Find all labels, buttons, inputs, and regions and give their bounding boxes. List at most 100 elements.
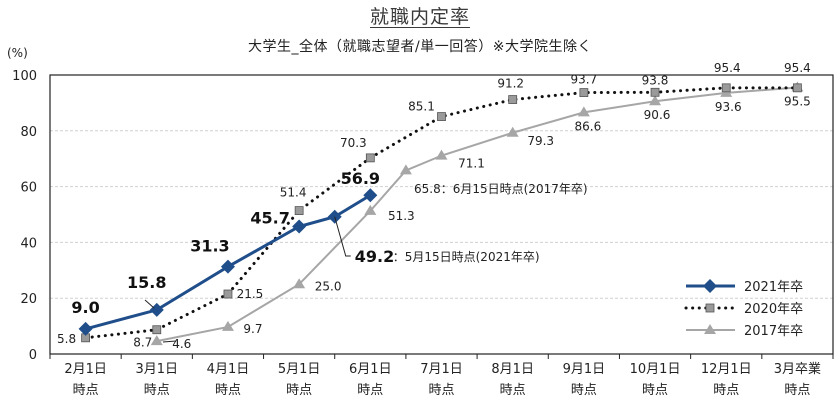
x-tick-label: 時点 [286, 383, 312, 398]
legend-item-s2017: 2017年卒 [686, 324, 803, 339]
data-label: 95.4 [714, 61, 741, 75]
chart-title: 就職内定率 [0, 2, 840, 29]
y-tick-label: 80 [20, 125, 37, 140]
leader-line [162, 340, 177, 343]
x-tick-label: 6月1日 [349, 362, 392, 377]
triangle-marker [577, 106, 590, 117]
x-tick-label: 時点 [500, 383, 526, 398]
x-tick-label: 時点 [428, 383, 454, 398]
x-tick-label: 4月1日 [207, 362, 250, 377]
square-marker [437, 112, 446, 121]
x-tick-label: 10月1日 [630, 362, 681, 377]
series-lines [78, 81, 804, 346]
annotations: 49.2：5月15日時点(2021年卒) 65.8：6月15日時点(2017年卒) [144, 182, 588, 343]
x-tick-label: 7月1日 [420, 362, 463, 377]
x-tick-label: 時点 [571, 383, 597, 398]
square-marker [223, 289, 233, 299]
x-tick-label: 3月卒業 [774, 361, 821, 377]
x-tick-label: 時点 [73, 383, 99, 398]
data-label: 95.4 [784, 61, 811, 75]
legend-label: 2020年卒 [744, 302, 803, 317]
data-label: 93.8 [642, 73, 669, 87]
data-label: 31.3 [190, 237, 229, 256]
x-tick-label: 3月1日 [135, 362, 178, 377]
x-tick-label: 時点 [215, 383, 241, 398]
triangle-marker [399, 164, 412, 175]
square-marker [152, 325, 162, 335]
legend-label: 2021年卒 [744, 280, 803, 295]
data-label: 8.7 [133, 336, 152, 350]
legend-label: 2017年卒 [744, 324, 803, 339]
data-label: 9.7 [243, 322, 262, 336]
data-label: 56.9 [341, 169, 380, 188]
diamond-marker [703, 279, 717, 293]
triangle-marker [293, 278, 306, 289]
square-marker [579, 88, 589, 97]
data-label: 79.3 [527, 134, 554, 148]
x-tick-label: 時点 [713, 383, 739, 398]
data-label: 9.0 [71, 298, 99, 317]
y-tick-label: 0 [29, 348, 37, 363]
series-line [85, 193, 372, 331]
data-label: 91.2 [497, 77, 524, 91]
triangle-marker [364, 204, 377, 215]
triangle-marker [221, 320, 234, 331]
data-label: 25.0 [315, 279, 342, 293]
series-line [84, 86, 799, 340]
x-tick-label: 5月1日 [278, 362, 321, 377]
square-marker [793, 83, 802, 93]
diamond-marker [292, 219, 307, 234]
square-marker [650, 87, 660, 97]
chart-subtitle: 大学生_全体（就職志望者/単一回答）※大学院生除く [248, 39, 592, 55]
triangle-marker [435, 149, 448, 160]
x-tick-label: 時点 [784, 383, 810, 398]
triangle-marker [649, 95, 662, 106]
callout-line [334, 216, 351, 257]
triangle-marker [150, 335, 163, 346]
triangle-marker [704, 324, 716, 334]
x-tick-label: 時点 [642, 383, 668, 398]
x-tick-label: 12月1日 [701, 362, 752, 377]
square-marker [721, 83, 731, 93]
data-label: 71.1 [458, 157, 485, 171]
x-tick-label: 2月1日 [64, 362, 107, 377]
x-tick-label: 時点 [144, 383, 170, 398]
series-s2020 [81, 83, 802, 343]
plot-frame [49, 74, 834, 355]
legend-item-s2021: 2021年卒 [686, 279, 803, 295]
data-label: 15.8 [127, 273, 166, 292]
diamond-marker [78, 321, 93, 336]
legend: 2021年卒 2020年卒 2017年卒 [684, 279, 803, 339]
square-marker [508, 95, 518, 104]
data-label: 4.6 [172, 337, 191, 351]
data-label: 86.6 [575, 119, 602, 133]
data-label: 95.5 [784, 95, 811, 109]
data-label: 90.6 [644, 108, 671, 122]
diamond-marker [363, 188, 378, 203]
data-label: 21.5 [237, 287, 264, 301]
y-axis: 0 20 40 60 80 100 [12, 69, 834, 363]
data-label: 93.6 [715, 100, 742, 114]
data-label: 51.4 [280, 186, 307, 200]
data-label: 45.7 [250, 208, 289, 227]
diamond-marker [149, 302, 164, 317]
data-labels: 4.6 9.7 25.0 51.3 71.1 79.3 86.6 90.6 93.6 95.5 5.… [57, 61, 811, 351]
square-marker [705, 303, 715, 313]
y-tick-label: 40 [20, 236, 37, 251]
leader-line [144, 299, 155, 309]
x-tick-label: 9月1日 [563, 362, 606, 377]
data-label: 5.8 [57, 332, 76, 346]
triangle-marker [506, 126, 519, 137]
series-s2021 [78, 188, 378, 336]
legend-item-s2020: 2020年卒 [684, 302, 803, 317]
x-tick-label: 8月1日 [491, 362, 534, 377]
gridlines [50, 130, 833, 299]
data-label: 70.3 [340, 136, 367, 150]
y-tick-label: 60 [20, 181, 37, 196]
y-axis-unit: (%) [7, 46, 28, 60]
square-marker [365, 153, 375, 163]
square-marker [294, 206, 304, 215]
annotation-value: 49.2 [355, 247, 394, 266]
